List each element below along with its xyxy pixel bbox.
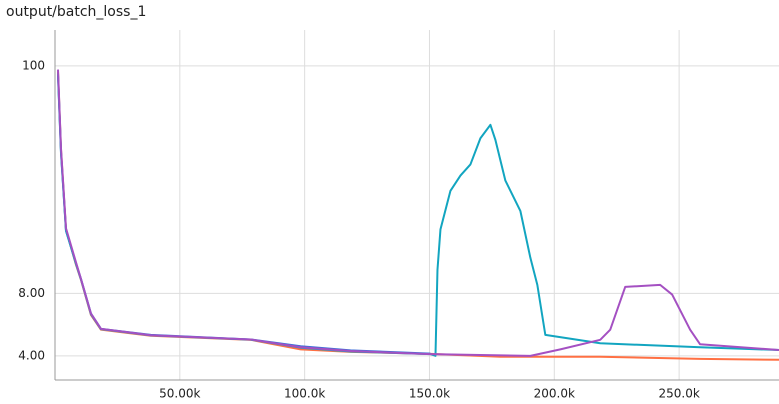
chart-title: output/batch_loss_1: [6, 4, 146, 20]
y-tick-label: 4.00: [18, 348, 45, 362]
series-line: [56, 75, 431, 355]
y-tick-label: 8.00: [18, 286, 45, 300]
series-line: [56, 69, 779, 357]
x-tick-label: 100.0k: [284, 387, 325, 401]
y-tick-label: 100: [22, 58, 45, 72]
series-line: [56, 73, 779, 357]
x-tick-label: 200.0k: [534, 387, 575, 401]
x-tick-label: 250.0k: [658, 387, 699, 401]
x-tick-label: 50.00k: [159, 387, 200, 401]
x-tick-label: 150.0k: [409, 387, 450, 401]
series-line: [56, 71, 779, 361]
